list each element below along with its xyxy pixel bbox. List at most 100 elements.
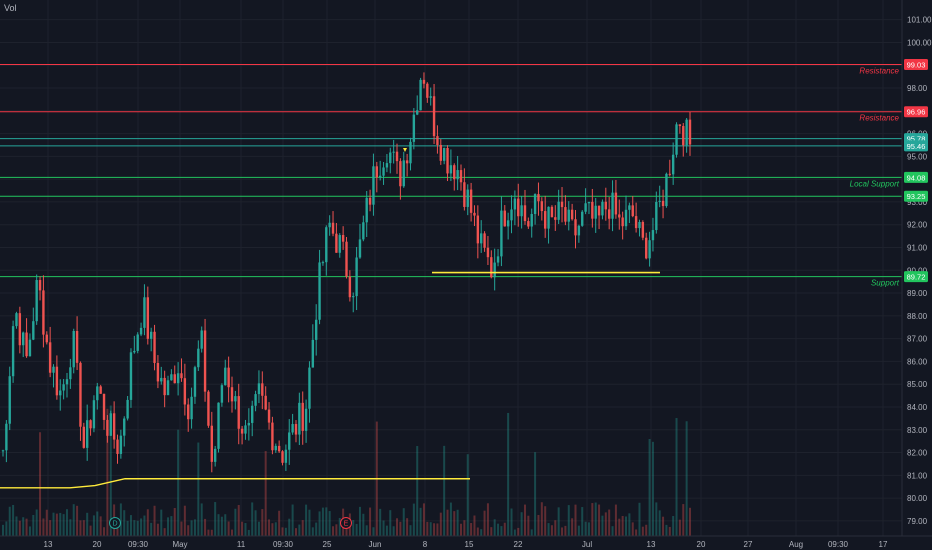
volume-bar [392,526,395,536]
candle-body [513,198,517,210]
y-tick-label: 100.00 [907,38,932,47]
y-tick-label: 81.00 [907,471,928,480]
horizontal-levels[interactable]: Resistance Resistance Local Support Support [0,64,902,288]
candle-body [523,205,527,222]
volume-bar [436,523,439,536]
candle-body [392,151,395,153]
volume-bar [116,528,119,536]
volume-bar [456,509,459,536]
candle-body [348,276,352,298]
volume-bar [136,520,139,536]
y-tick-label: 88.00 [907,312,928,321]
candle-body [442,147,446,161]
volume-bar [419,507,422,536]
x-tick-label: Jun [369,540,382,549]
volume-bar [689,507,691,536]
time-axis[interactable]: 13 20 09:30 May 11 09:30 25 Jun 8 15 22 Jul 13 20 27 Au… [0,535,932,549]
candle-body [416,110,419,115]
candle-body [85,420,89,448]
volume-bar [651,441,654,536]
volume-bar [274,522,277,536]
volume-bar [338,517,341,536]
candle-body [224,367,227,386]
candle-body [298,402,301,435]
y-tick-label: 82.00 [907,449,928,458]
volume-bar [385,525,388,536]
candle-body [645,237,648,259]
candle-body [281,451,284,463]
volume-bar [574,504,577,536]
volume-bar [187,525,190,536]
volume-bar [18,520,21,536]
volume-bar [92,515,95,536]
event-marker[interactable] [109,517,121,529]
candle-body [314,319,318,340]
volume-bar [72,504,75,536]
volume-bar [396,518,399,536]
y-tick-label: 98.00 [907,84,928,93]
annotation-marker [403,148,407,152]
candle-body [365,197,368,223]
volume-bar [103,527,106,536]
y-tick-label: 79.00 [907,517,928,526]
price-tag [904,171,928,183]
volume-bar [207,529,210,536]
volume-bar [35,509,38,536]
candle-body [230,387,234,402]
x-tick-label: May [172,540,187,549]
candle-body [584,203,587,212]
candle-body [355,257,358,297]
volume-bar [662,516,665,536]
volume-bar [416,446,419,536]
volume-bar [39,432,42,536]
volume-bar [507,412,510,536]
volume-bar [470,523,473,536]
candle-body [628,205,631,210]
candle-body [160,377,163,382]
volume-bar [534,452,537,536]
event-marker[interactable] [340,517,352,529]
candle-body [59,390,62,396]
volume-bar [234,508,237,536]
volume-bar [65,509,68,536]
grid [0,0,902,536]
volume-bar [268,519,271,536]
volume-bar [214,502,217,536]
volume-bar [372,527,375,536]
volume-bar [604,512,607,536]
price-tag-text: 95.78 [907,135,926,144]
candle-body [560,201,564,208]
volume-bar [540,502,543,536]
x-tick-label: 11 [237,540,246,549]
volume-bar [89,525,92,536]
volume-bar [193,519,196,536]
candle-body [176,373,180,384]
x-tick-label: 15 [465,540,474,549]
volume-bar [567,505,570,536]
candle-body [352,296,355,298]
price-tag [904,271,928,283]
candle-body [35,280,38,322]
volume-bar [42,518,45,536]
candle-body [658,200,661,202]
y-tick-label: 83.00 [907,426,928,435]
volume-bar [328,511,331,536]
volume-bar [294,528,297,536]
candle-body [277,445,281,452]
volume-bar [446,509,449,536]
price-axis[interactable]: 101.00100.0099.0098.0097.0096.0095.0094.… [901,0,932,536]
price-tag-text: 99.03 [907,61,926,70]
volume-bar [409,525,412,536]
price-tag [904,59,928,71]
volume-bar [160,509,163,536]
candle-body [123,418,126,436]
volume-bar [655,502,658,536]
volume-bar [180,521,183,536]
candle-body [577,225,581,236]
volume-bar [358,506,361,536]
volume-bar [167,517,170,536]
candle-body [149,331,153,339]
